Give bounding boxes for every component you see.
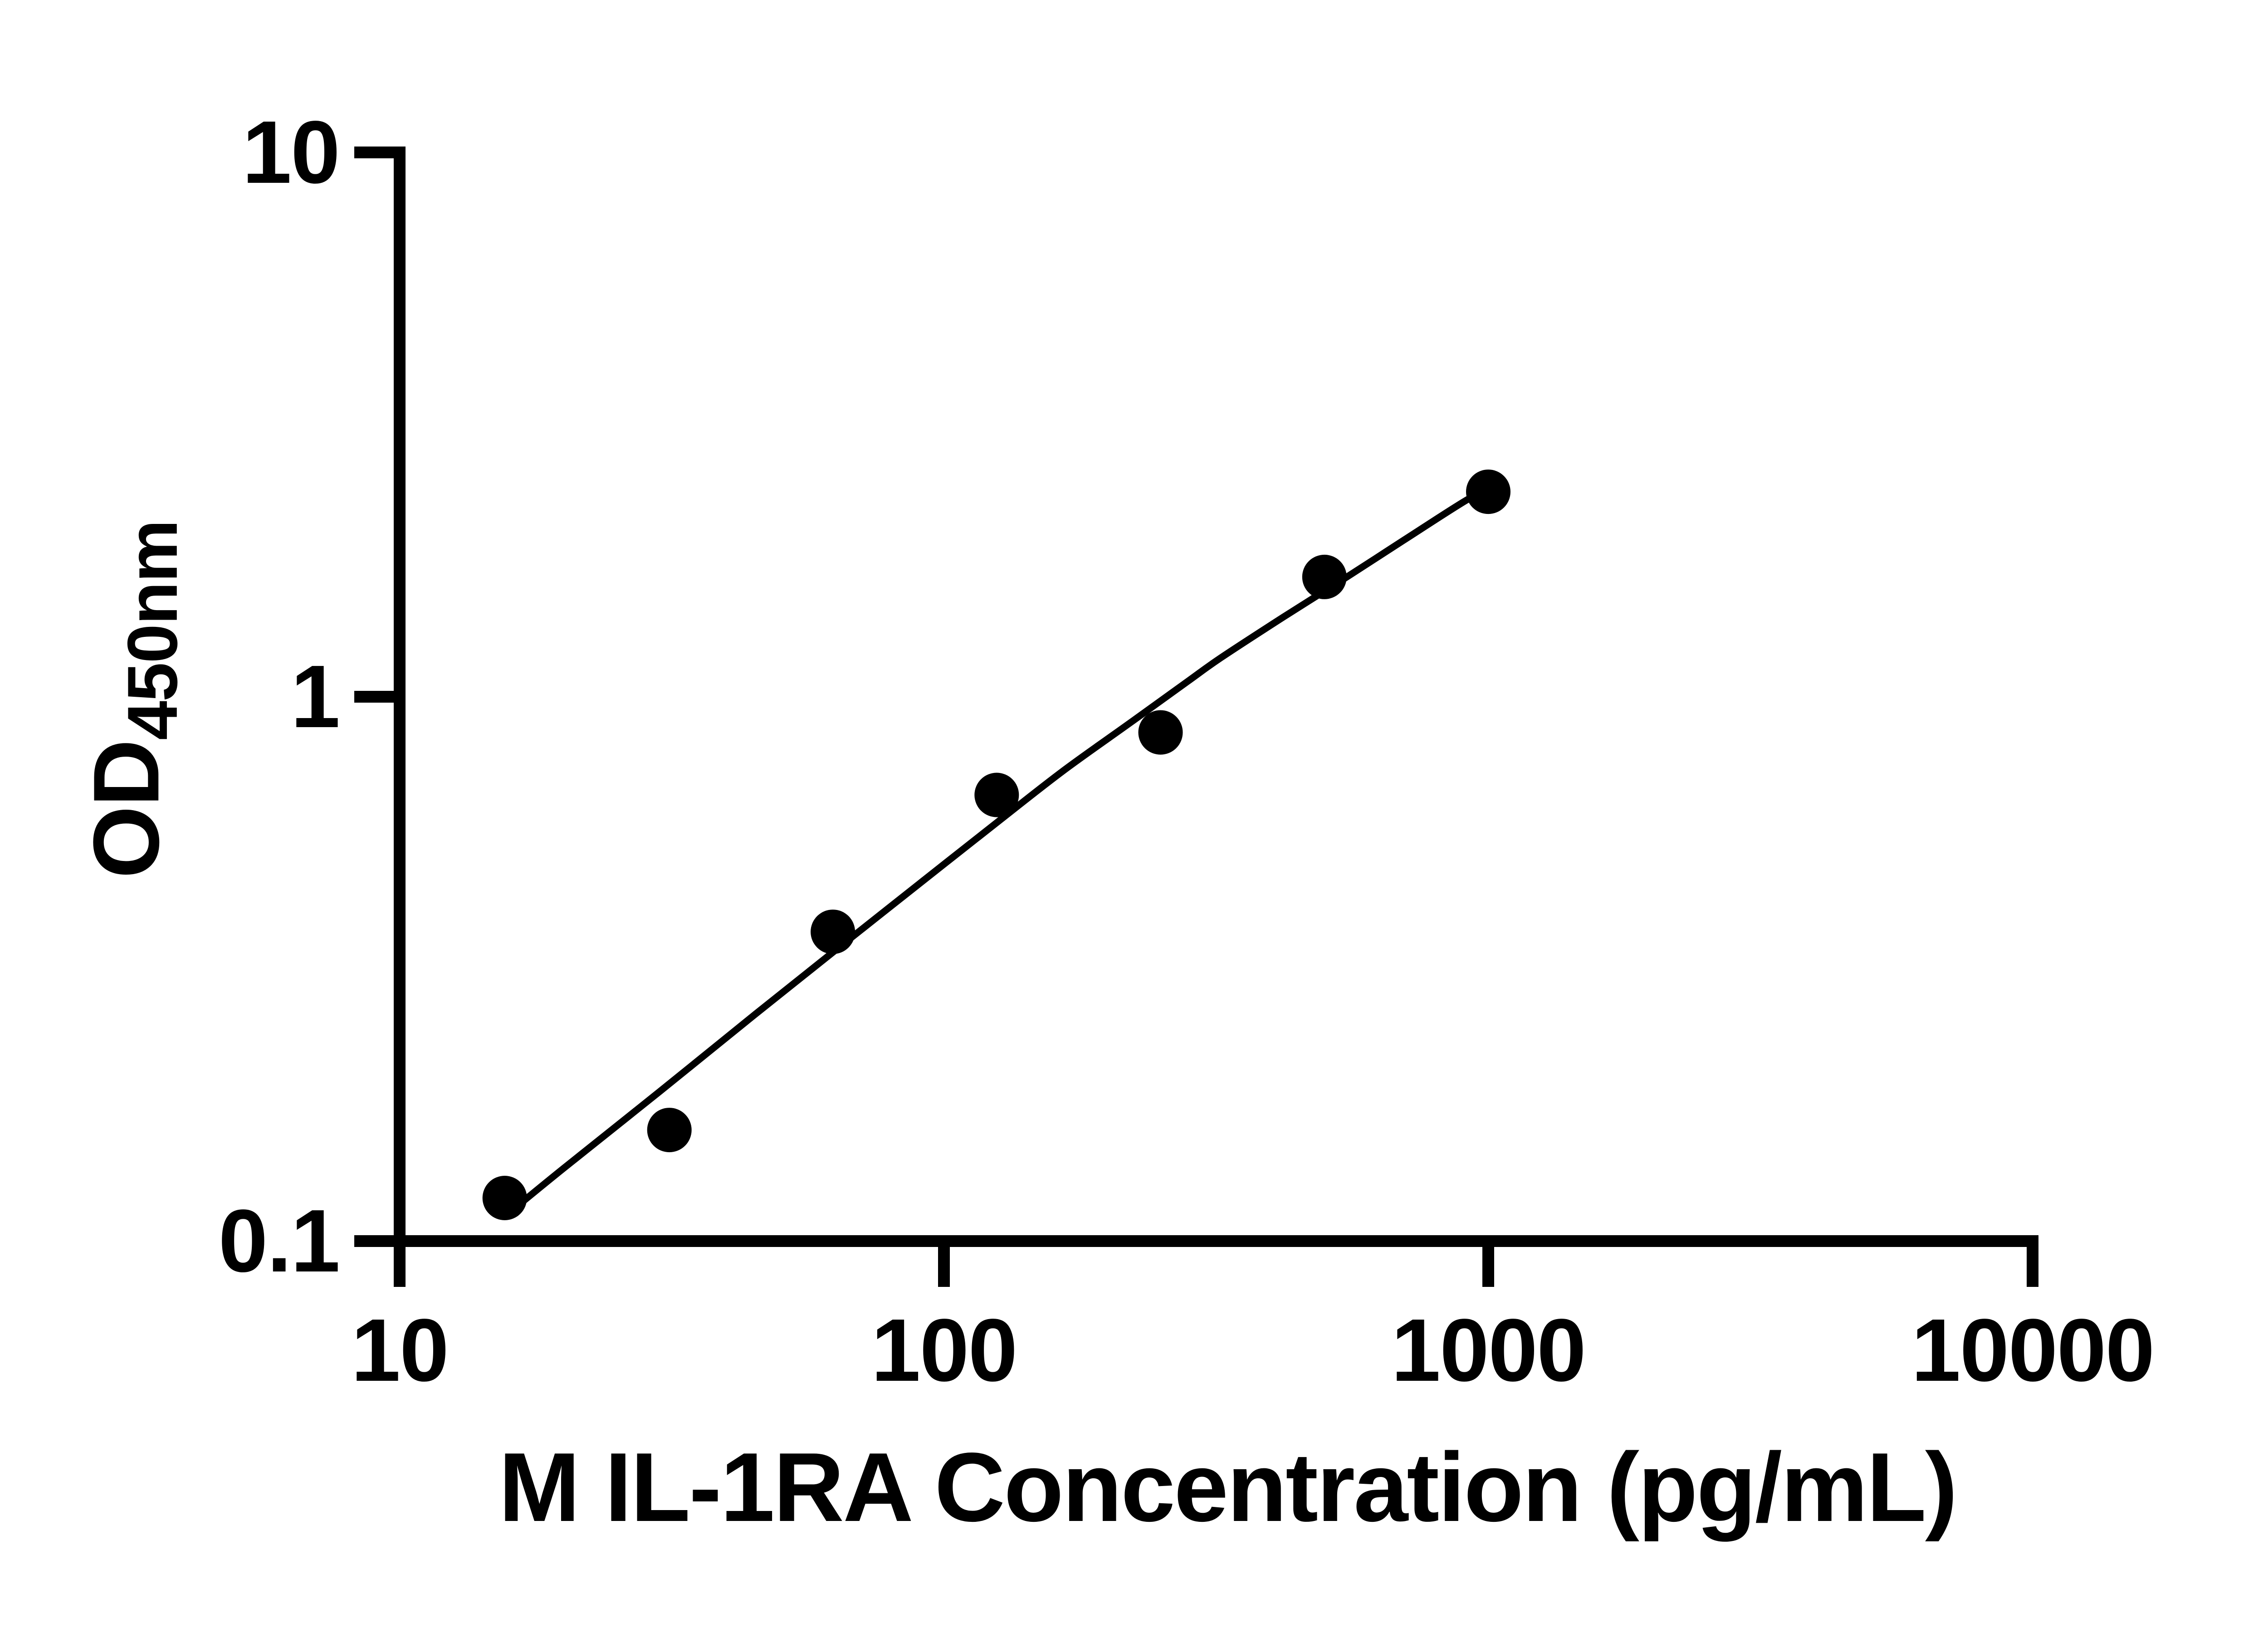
fit-curve: [501, 487, 1492, 1220]
x-tick-label-1000: 1000: [1391, 1301, 1586, 1400]
y-tick-label-0p1: 0.1: [218, 1191, 340, 1291]
y-tick-label-1: 1: [290, 647, 340, 746]
x-tick-label-10: 10: [351, 1301, 449, 1400]
y-axis-title-main: OD: [74, 740, 179, 879]
data-point: [647, 1108, 692, 1153]
data-point: [1302, 554, 1347, 599]
x-tick-label-100: 100: [871, 1301, 1017, 1400]
x-tick-label-10000: 10000: [1911, 1301, 2155, 1400]
data-point: [974, 772, 1019, 817]
x-axis-title: M IL-1RA Concentration (pg/mL): [499, 1432, 1958, 1542]
data-point: [482, 1176, 527, 1220]
data-point: [811, 909, 855, 954]
data-point: [1466, 469, 1510, 514]
y-tick-label-10: 10: [242, 103, 340, 202]
data-point: [1138, 710, 1183, 755]
